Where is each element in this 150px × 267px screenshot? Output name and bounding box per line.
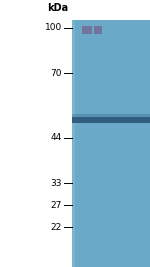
Bar — [94, 26, 102, 34]
Bar — [72, 20, 75, 267]
Text: 44: 44 — [51, 134, 62, 143]
Text: 27: 27 — [51, 201, 62, 210]
Text: 22: 22 — [51, 222, 62, 231]
Bar — [72, 117, 150, 123]
Text: 33: 33 — [51, 179, 62, 187]
Text: 100: 100 — [45, 23, 62, 33]
Bar — [72, 20, 150, 267]
Text: 70: 70 — [51, 69, 62, 77]
Text: kDa: kDa — [47, 3, 68, 13]
Bar — [72, 114, 150, 117]
Bar — [82, 26, 92, 34]
